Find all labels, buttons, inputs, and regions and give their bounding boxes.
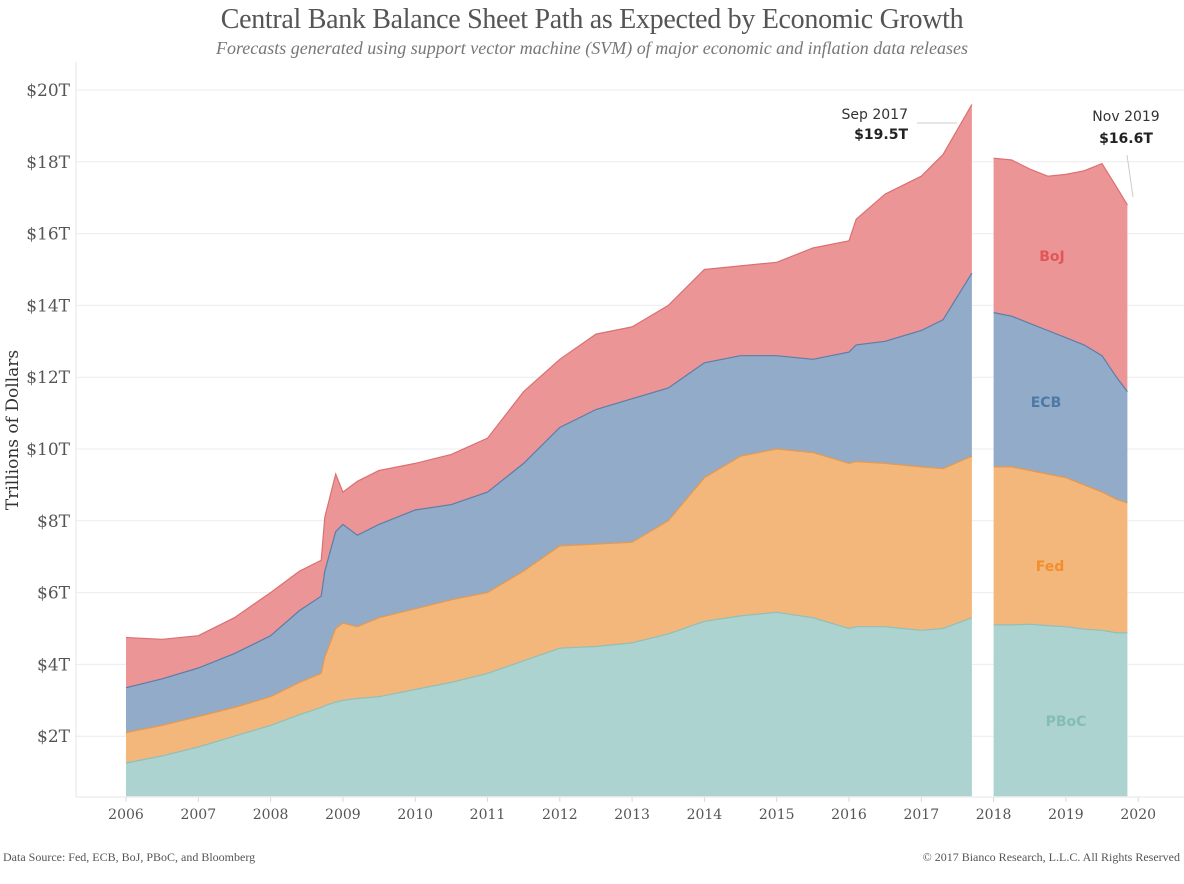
line-pboc-forecast: [993, 623, 1128, 634]
y-tick-label: $8T: [37, 512, 71, 532]
y-tick-label: $20T: [26, 81, 70, 101]
line-boj-forecast: [993, 157, 1128, 206]
x-tick-label: 2013: [614, 807, 650, 823]
x-tick-label: 2010: [397, 807, 433, 823]
annotation-nov-2019: $16.6T Nov 2019: [1092, 109, 1160, 198]
x-tick-label: 2008: [253, 807, 289, 823]
x-tick-label: 2015: [759, 807, 795, 823]
y-tick-label: $14T: [26, 296, 70, 316]
x-tick-label: 2006: [108, 807, 144, 823]
series-label-ecb: ECB: [1031, 395, 1062, 411]
area-boj-historical: [126, 104, 972, 688]
line-fed-historical: [125, 448, 973, 734]
line-ecb-forecast: [993, 312, 1128, 392]
y-tick-label: $6T: [37, 584, 71, 604]
series-label-pboc: PBoC: [1046, 714, 1087, 730]
x-tick-label: 2007: [180, 807, 216, 823]
area-ecb-historical: [126, 273, 972, 733]
annotation-leader: [1126, 154, 1134, 198]
line-boj-historical: [125, 104, 973, 640]
data-source-note: Data Source: Fed, ECB, BoJ, PBoC, and Bl…: [3, 850, 256, 864]
y-axis-label: Trillions of Dollars: [3, 350, 23, 510]
annotation-value: $16.6T: [1099, 131, 1153, 147]
y-tick-label: $2T: [37, 727, 71, 747]
x-tick-label: 2014: [687, 807, 723, 823]
y-axis-ticks: $2T $4T $6T $8T $10T $12T $14T $16T $18T $20T: [26, 81, 70, 747]
series-label-fed: Fed: [1036, 559, 1065, 575]
area-ecb-forecast: [993, 312, 1128, 503]
x-axis-ticks: 2006 2007 2008 2009 2010 2011 2012 2013 2014 2015…: [108, 797, 1156, 823]
line-pboc-historical: [125, 611, 973, 764]
y-tick-label: $10T: [26, 440, 70, 460]
area-pboc-historical: [126, 612, 972, 797]
y-tick-label: $16T: [26, 225, 70, 245]
chart-subtitle: Forecasts generated using support vector…: [215, 38, 969, 58]
annotation-date: Sep 2017: [842, 107, 908, 123]
series-label-boj: BoJ: [1039, 249, 1065, 265]
area-boj-forecast: [993, 158, 1128, 392]
line-ecb-historical: [125, 272, 973, 689]
area-pboc-forecast: [993, 624, 1128, 797]
y-tick-label: $18T: [26, 153, 70, 173]
x-tick-label: 2012: [542, 807, 578, 823]
area-fed-historical: [126, 449, 972, 764]
area-fed-forecast: [993, 466, 1128, 633]
x-tick-label: 2019: [1048, 807, 1084, 823]
chart-title: Central Bank Balance Sheet Path as Expec…: [220, 4, 964, 35]
x-tick-label: 2017: [903, 807, 939, 823]
annotation-sep-2017: Sep 2017 $19.5T: [842, 107, 957, 143]
x-tick-label: 2016: [831, 807, 867, 823]
annotation-date: Nov 2019: [1092, 109, 1159, 125]
y-tick-label: $4T: [37, 655, 71, 675]
x-tick-label: 2009: [325, 807, 361, 823]
copyright-note: © 2017 Bianco Research, L.L.C. All Right…: [922, 850, 1180, 864]
x-tick-label: 2020: [1120, 807, 1156, 823]
x-tick-label: 2011: [470, 807, 506, 823]
line-fed-forecast: [993, 466, 1128, 504]
annotation-value: $19.5T: [854, 127, 908, 143]
y-tick-label: $12T: [26, 368, 70, 388]
x-tick-label: 2018: [976, 807, 1012, 823]
stacked-areas: [125, 104, 1128, 797]
